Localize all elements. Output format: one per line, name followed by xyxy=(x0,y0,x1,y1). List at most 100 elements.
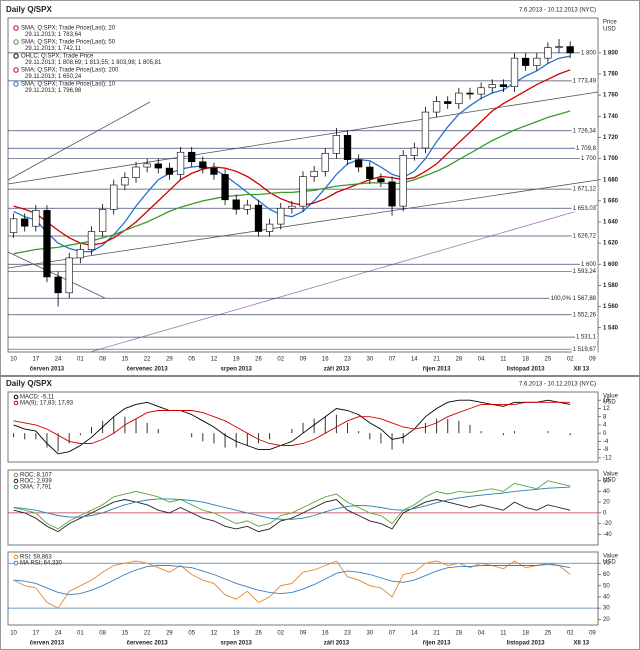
candle-body xyxy=(332,135,341,154)
unit-label: Value xyxy=(603,554,619,560)
x-tick-label: 14 xyxy=(411,357,418,363)
legend-label: SMA; Q:SPX; Trade Price(Last); 10 xyxy=(21,82,116,88)
y-tick-label: 1 680 xyxy=(603,177,619,183)
month-label: červenec 2013 xyxy=(127,367,169,373)
level-label-bg xyxy=(574,145,598,152)
trend-line xyxy=(7,91,599,185)
x-tick-label: 04 xyxy=(478,357,485,363)
x-tick-label: 17 xyxy=(32,631,39,637)
candle-body xyxy=(366,166,374,179)
date-range: 7.6.2013 - 10.12.2013 (NYC) xyxy=(519,382,596,388)
series-line xyxy=(13,563,571,596)
candle-body xyxy=(9,218,18,233)
legend-label: MA RSI; 64,330 xyxy=(20,561,63,567)
series-line xyxy=(13,399,571,455)
y-tick-label: 1 640 xyxy=(603,220,619,226)
y-tick-label: 60 xyxy=(603,572,610,578)
legend-detail: 29.11.2013; 1 783,64 xyxy=(25,32,82,38)
level-label-bg xyxy=(579,50,598,57)
x-tick-label: 05 xyxy=(188,631,195,637)
y-tick-label: -20 xyxy=(603,521,612,527)
legend-icon xyxy=(13,39,19,45)
candle-body xyxy=(299,176,307,207)
y-tick-label: -40 xyxy=(603,532,612,538)
level-label-bg xyxy=(574,334,598,341)
y-tick-label: -8 xyxy=(603,447,609,453)
legend-icon xyxy=(13,554,19,560)
x-tick-label: 11 xyxy=(500,357,507,363)
trend-line xyxy=(7,251,106,299)
x-tick-label: 01 xyxy=(77,631,84,637)
level-label: 1 626,72 xyxy=(573,234,597,240)
level-label: 1 593,24 xyxy=(573,269,597,275)
x-tick-label: 02 xyxy=(567,631,574,637)
x-tick-label: 30 xyxy=(366,631,373,637)
x-tick-label: 02 xyxy=(277,357,284,363)
level-label-bg xyxy=(571,233,598,240)
month-label: září 2013 xyxy=(324,367,350,373)
candle-body xyxy=(277,207,285,225)
candle-body xyxy=(388,181,396,207)
legend-label: OHLC; Q:SPX; Trade Price xyxy=(21,54,94,60)
level-label: 1 800 xyxy=(581,50,597,56)
legend-icon xyxy=(13,67,19,73)
candle-body xyxy=(466,92,474,95)
x-tick-label: 08 xyxy=(99,357,106,363)
candle-body xyxy=(310,170,318,177)
candle-body xyxy=(377,178,385,183)
legend-detail: 29.11.2013; 1 808,69; 1 813,55; 1 803,98… xyxy=(25,60,162,66)
candle-body xyxy=(499,84,508,88)
y-tick-label: 40 xyxy=(603,489,610,495)
x-tick-label: 12 xyxy=(211,357,218,363)
y-tick-label: 12 xyxy=(603,406,610,412)
level-label: 100,0% 1 567,88 xyxy=(551,296,597,302)
candle-body xyxy=(288,205,296,209)
level-label-bg xyxy=(571,186,598,193)
x-tick-label: 08 xyxy=(99,631,106,637)
unit: USD xyxy=(603,400,616,406)
x-tick-label: 25 xyxy=(545,631,552,637)
series-line xyxy=(13,480,571,530)
candle-body xyxy=(43,210,51,278)
trend-line xyxy=(7,179,599,269)
y-tick-label: -12 xyxy=(603,455,612,461)
y-tick-label: 1 560 xyxy=(603,304,619,310)
x-tick-label: 22 xyxy=(144,631,151,637)
candle-body xyxy=(54,276,62,294)
candle-body xyxy=(555,46,563,48)
x-tick-label: 30 xyxy=(366,357,373,363)
candle-body xyxy=(110,184,118,210)
y-tick-label: 20 xyxy=(603,617,610,623)
x-tick-label: 04 xyxy=(478,631,485,637)
candle-body xyxy=(87,231,96,250)
candle-body xyxy=(176,151,185,175)
x-tick-label: 24 xyxy=(55,631,62,637)
candle-body xyxy=(510,57,519,88)
chart-title: Daily Q/SPX xyxy=(6,379,52,388)
level-label-bg xyxy=(571,312,598,319)
y-tick-label: 1 620 xyxy=(603,241,619,247)
y-tick-label: 1 600 xyxy=(603,262,619,268)
candle-body xyxy=(243,204,251,210)
x-tick-label: 15 xyxy=(122,357,129,363)
x-tick-label: 21 xyxy=(433,357,440,363)
x-tick-label: 11 xyxy=(500,631,507,637)
month-label: září 2013 xyxy=(324,641,350,647)
x-tick-label: 28 xyxy=(456,631,463,637)
x-tick-label: 09 xyxy=(589,631,596,637)
candle-body xyxy=(188,151,196,163)
candle-body xyxy=(432,101,441,113)
x-tick-label: 19 xyxy=(233,631,240,637)
x-tick-label: 07 xyxy=(389,631,396,637)
x-tick-label: 29 xyxy=(166,631,173,637)
legend-icon xyxy=(13,394,19,400)
month-label: říjen 2013 xyxy=(423,367,451,373)
legend-icon xyxy=(13,478,19,484)
month-label: říjen 2013 xyxy=(423,641,451,647)
level-label: 1 671,12 xyxy=(573,187,597,193)
x-tick-label: 18 xyxy=(522,357,529,363)
trend-line xyxy=(7,101,151,181)
legend-label: ROC; 8,107 xyxy=(20,473,52,479)
chart-title: Daily Q/SPX xyxy=(6,5,52,14)
